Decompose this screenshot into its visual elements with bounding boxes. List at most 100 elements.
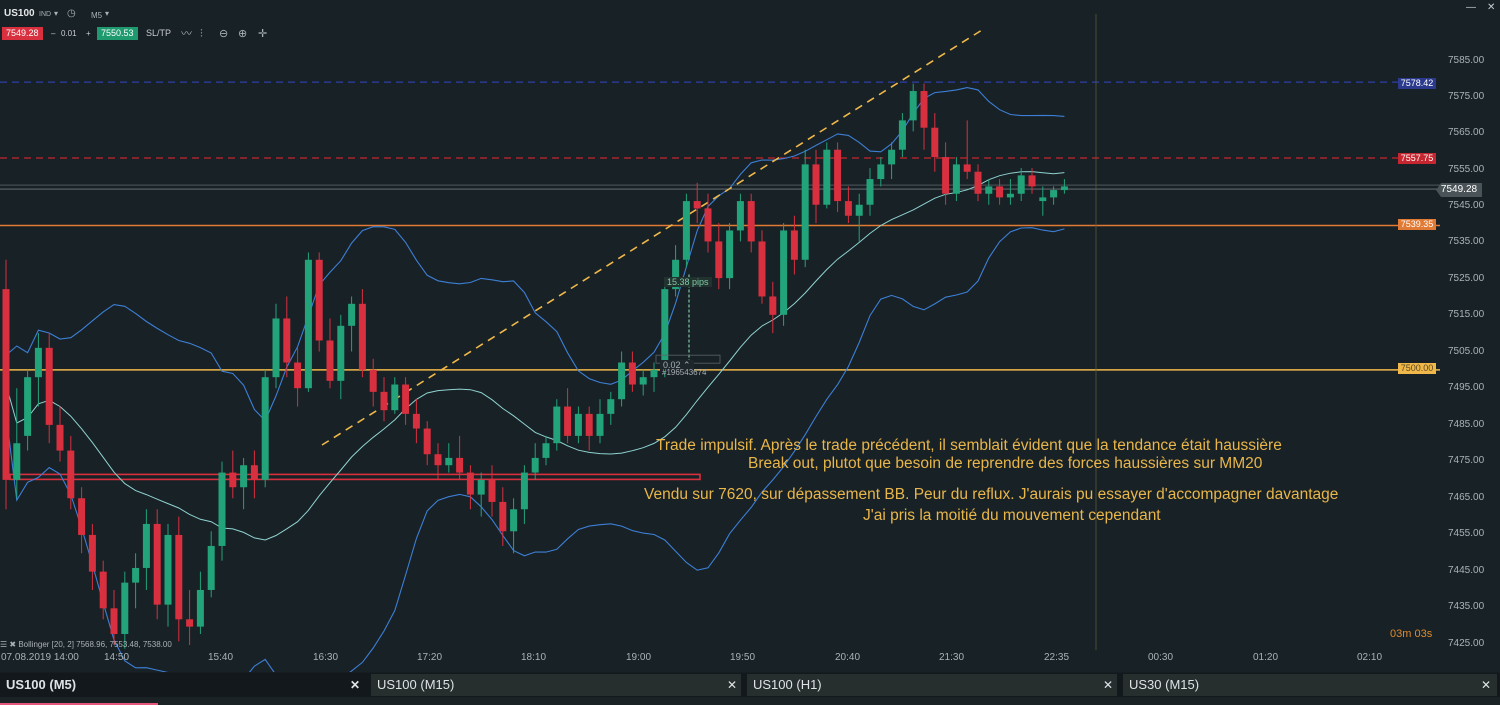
- y-tick: 7475.00: [1448, 455, 1485, 466]
- annotation-line-1: Trade impulsif. Après le trade précédent…: [656, 437, 1282, 454]
- candle-body: [121, 582, 129, 634]
- x-tick: 16:30: [313, 652, 339, 663]
- indicator-label[interactable]: IND: [39, 11, 52, 18]
- tab-close-icon[interactable]: ✕: [1103, 678, 1114, 692]
- minimize-button[interactable]: —: [1466, 2, 1476, 13]
- candle-body: [661, 289, 669, 370]
- zoom-in-icon[interactable]: ⊕: [238, 28, 248, 40]
- timeframe-dropdown-icon[interactable]: ▾: [105, 9, 110, 18]
- bollinger-legend[interactable]: ☰ ✖ Bollinger [20, 2] 7568.96, 7553.48, …: [0, 640, 172, 649]
- candle-body: [704, 208, 712, 242]
- y-tick: 7545.00: [1448, 200, 1485, 211]
- candle-body: [682, 201, 690, 260]
- candle-body: [186, 619, 194, 627]
- tab-us100-h1[interactable]: US100 (H1) ✕: [747, 674, 1117, 696]
- x-tick: 00:30: [1148, 652, 1174, 663]
- orange-line-price-tag[interactable]: 7539.35: [1398, 219, 1436, 230]
- blue-line-price-tag[interactable]: 7578.42: [1398, 78, 1436, 89]
- candle-body: [207, 545, 215, 590]
- yellow-line-price-tag[interactable]: 7500.00: [1398, 363, 1436, 374]
- clock-icon[interactable]: ◷: [67, 8, 76, 19]
- tab-close-icon[interactable]: ✕: [1481, 678, 1492, 692]
- x-tick: 21:30: [939, 652, 965, 663]
- y-tick: 7535.00: [1448, 236, 1485, 247]
- y-tick: 7445.00: [1448, 565, 1485, 576]
- chart-area[interactable]: [0, 0, 1500, 672]
- candle-body: [218, 472, 226, 546]
- candle-body: [283, 318, 291, 363]
- candle-body: [229, 472, 237, 488]
- annotation-line-3: Vendu sur 7620, sur dépassement BB. Peur…: [644, 486, 1339, 503]
- order-lot-label[interactable]: 0.02 ⌃: [660, 360, 694, 371]
- candle-body: [348, 303, 356, 326]
- timeframe-label[interactable]: M5: [91, 11, 103, 20]
- support-zone-rect: [9, 473, 701, 481]
- sell-price-button[interactable]: 7549.28: [2, 27, 43, 40]
- candle-body: [34, 347, 42, 378]
- lot-minus-button[interactable]: –: [51, 29, 56, 38]
- line-chart-icon[interactable]: 〰: [181, 28, 192, 40]
- lot-plus-button[interactable]: +: [86, 29, 91, 38]
- y-tick: 7425.00: [1448, 638, 1485, 649]
- candle-body: [553, 406, 561, 444]
- candle-body: [272, 318, 280, 378]
- red-line-price-tag[interactable]: 7557.75: [1398, 153, 1436, 164]
- candle-body: [88, 534, 96, 572]
- candle-body: [942, 157, 950, 194]
- x-tick: 19:50: [730, 652, 756, 663]
- dropdown-icon[interactable]: ▾: [54, 9, 59, 18]
- candle-body: [542, 443, 550, 458]
- candle-body: [639, 377, 647, 385]
- price-chart[interactable]: [0, 0, 1500, 672]
- lot-size-input[interactable]: 0.01: [61, 29, 77, 38]
- crosshair-icon[interactable]: ✛: [258, 28, 268, 40]
- zoom-out-icon[interactable]: ⊖: [219, 28, 229, 40]
- candle-body: [844, 201, 852, 216]
- candle-body: [952, 164, 960, 194]
- tab-us100-m15[interactable]: US100 (M15) ✕: [371, 674, 741, 696]
- candle-body: [423, 428, 431, 455]
- indicators-icon[interactable]: ⫶: [200, 28, 203, 40]
- candle-body: [877, 164, 885, 180]
- candle-body: [445, 457, 453, 466]
- candle-body: [769, 296, 777, 315]
- close-button[interactable]: ✕: [1487, 2, 1496, 13]
- candle-body: [1050, 190, 1058, 198]
- candle-body: [920, 91, 928, 128]
- x-tick: 20:40: [835, 652, 861, 663]
- tab-label: US30 (M15): [1129, 677, 1200, 692]
- candle-body: [142, 523, 150, 568]
- tab-close-icon[interactable]: ✕: [727, 678, 738, 692]
- candle-body: [358, 303, 366, 370]
- candle-body: [196, 589, 204, 627]
- candle-body: [1017, 175, 1025, 194]
- current-price-tag: 7549.28: [1436, 183, 1482, 197]
- tab-us100-m5[interactable]: US100 (M5) ✕: [0, 674, 366, 696]
- pips-measure-label: 15.38 pips: [664, 277, 712, 287]
- candle-body: [380, 391, 388, 411]
- sltp-button[interactable]: SL/TP: [146, 28, 172, 38]
- bollinger-middle-band: [5, 171, 1065, 541]
- candle-body: [153, 523, 161, 605]
- x-tick: 07.08.2019 14:00: [1, 652, 79, 663]
- candle-body: [672, 259, 680, 290]
- candle-body: [1006, 193, 1014, 198]
- candle-body: [747, 201, 755, 242]
- tab-us30-m15[interactable]: US30 (M15) ✕: [1123, 674, 1497, 696]
- candle-body: [45, 347, 53, 425]
- candle-body: [67, 450, 75, 499]
- candle-body: [931, 127, 939, 158]
- symbol-label[interactable]: US100: [4, 8, 35, 19]
- status-strip: [0, 697, 1500, 705]
- buy-price-button[interactable]: 7550.53: [97, 27, 138, 40]
- candle-body: [24, 377, 32, 436]
- x-tick: 14:50: [104, 652, 130, 663]
- candle-body: [337, 325, 345, 381]
- candle-body: [596, 413, 604, 436]
- candle-body: [326, 340, 334, 381]
- candle-body: [132, 567, 140, 583]
- y-tick: 7465.00: [1448, 492, 1485, 503]
- tab-close-icon[interactable]: ✕: [350, 678, 361, 692]
- candle-body: [834, 149, 842, 202]
- y-tick: 7435.00: [1448, 601, 1485, 612]
